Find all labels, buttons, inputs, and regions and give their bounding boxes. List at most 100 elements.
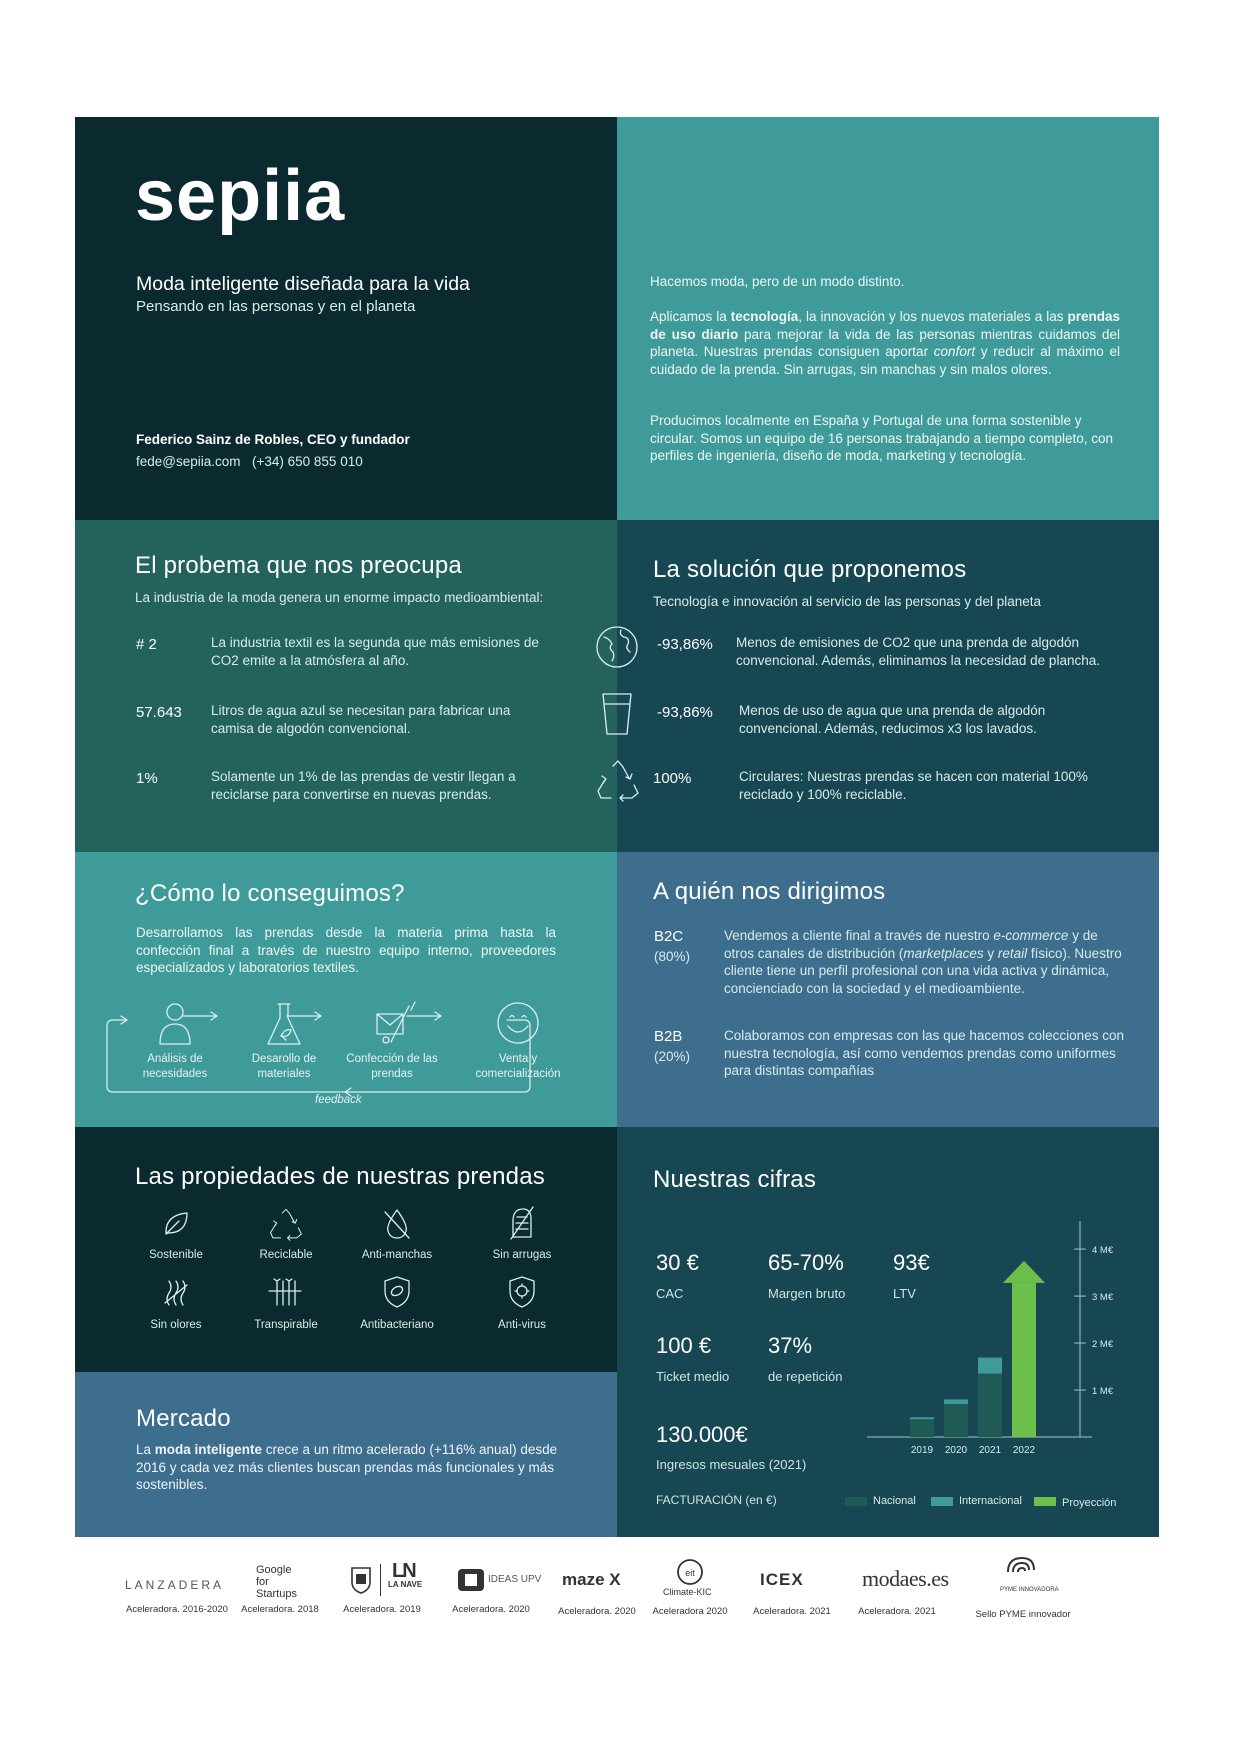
legend-label-nacional: Nacional [873,1495,916,1507]
prop-label-5: Sin olores [150,1319,202,1331]
b2c-share: (80%) [654,949,691,964]
smiley-icon [497,1002,539,1044]
legend-swatch-nacional [845,1497,867,1506]
problem-value-3: 1% [136,770,158,787]
solution-text-3: Circulares: Nuestras prendas se hacen co… [739,769,1088,802]
market-text: La moda inteligente crece a un ritmo ace… [136,1442,558,1492]
no-wrinkle-icon [510,1206,534,1240]
audience-panel: A quién nos dirigimos B2C (80%) Vendemos… [617,852,1159,1127]
chart-x-label-2022: 2022 [1013,1445,1036,1456]
ideas-upv-icon [458,1569,484,1591]
chart-y-tick-label: 2 M€ [1092,1339,1114,1350]
madrid-shield-icon [351,1567,371,1594]
metric-value-margin: 65-70% [768,1250,844,1275]
recycle-icon [270,1208,302,1241]
chart-y-tick-label: 3 M€ [1092,1292,1114,1303]
chart-bar-2019-internacional [910,1417,934,1420]
step-label-3: Confección de las prendas [346,1053,438,1080]
partner-logo-climatekic[interactable]: Climate-KIC [663,1587,712,1597]
partner-caption-ideas: Aceleradora. 2020 [452,1604,530,1615]
partner-logo-pyme[interactable]: PYME INNOVADORA [1000,1587,1059,1593]
intro-p1: Hacemos moda, pero de un modo distinto. [650,274,905,289]
partner-logo-ideas[interactable]: IDEAS UPV [488,1574,542,1585]
partner-caption-icex: Aceleradora. 2021 [753,1606,831,1617]
solution-value-2: -93,86% [657,704,713,721]
metric-label-cac: CAC [656,1286,684,1301]
partner-caption-pyme: Sello PYME innovador [975,1609,1071,1620]
how-panel: ¿Cómo lo conseguimos? Desarrollamos las … [75,852,617,1127]
metric-value-ticket: 100 € [656,1333,712,1358]
b2b-code: B2B [654,1028,683,1045]
chart-x-label-2021: 2021 [979,1445,1002,1456]
flask-icon [267,1003,301,1045]
problem-value-1: # 2 [136,636,157,653]
sewing-icon [376,1001,416,1044]
process-flow [106,1011,531,1097]
antibacterial-shield-icon [384,1276,410,1308]
metric-value-ltv: 93€ [893,1250,930,1275]
chart-y-tick-label: 1 M€ [1092,1386,1114,1397]
intro-panel: Hacemos moda, pero de un modo distinto. … [617,117,1159,520]
problem-subtitle: La industria de la moda genera un enorme… [135,590,544,605]
partner-logo-modaes[interactable]: modaes.es [862,1566,949,1591]
step-label-2: Desarollo de materiales [251,1053,317,1080]
contact-phone[interactable]: (+34) 650 855 010 [252,454,363,469]
chart-bar-2021-internacional [978,1357,1002,1374]
prop-label-2: Reciclable [259,1249,313,1261]
legend-label-proyeccion: Proyección [1062,1497,1117,1509]
legend-swatch-internacional [931,1497,953,1506]
antivirus-shield-icon [509,1276,535,1308]
metric-label-repeat: de repetición [768,1369,843,1384]
partner-logo-maze[interactable]: maze X [562,1570,621,1589]
problem-panel: El probema que nos preocupa La industria… [75,520,617,852]
breathable-icon [268,1278,302,1306]
contact-email[interactable]: fede@sepiia.com [136,454,241,469]
b2b-text: Colaboramos con empresas con las que hac… [724,1028,1124,1078]
partner-logo-icex[interactable]: ICEX [760,1570,804,1589]
chart-y-tick-label: 4 M€ [1092,1245,1114,1256]
solution-panel: La solución que proponemos Tecnología e … [617,520,1159,852]
partner-caption-lanave: Aceleradora. 2019 [343,1604,421,1615]
problem-text-1: La industria textil es la segunda que má… [211,635,539,668]
prop-label-3: Anti-manchas [361,1249,433,1261]
prop-label-6: Transpirable [254,1319,318,1331]
properties-title: Las propiedades de nuestras prendas [135,1163,545,1190]
partner-logo-lanzadera[interactable]: LANZADERA [125,1578,225,1592]
prop-label-1: Sostenible [149,1249,203,1261]
chart-x-label-2019: 2019 [911,1445,934,1456]
partner-logo-lanave[interactable]: LA NAVE [388,1580,423,1589]
problem-title: El probema que nos preocupa [135,552,462,579]
revenue-chart-label: FACTURACIÓN (en €) [656,1493,777,1507]
chart-bar-2020-nacional [944,1404,968,1437]
partner-caption-modaes: Aceleradora. 2021 [858,1606,936,1617]
solution-subtitle: Tecnología e innovación al servicio de l… [653,594,1041,609]
b2c-text: Vendemos a cliente final a través de nue… [724,928,1122,996]
chart-bar-2019-nacional [910,1419,934,1437]
how-title: ¿Cómo lo conseguimos? [135,880,405,907]
revenue-chart: 1 M€ 2 M€ 3 M€ 4 M€ 2019 2020 2021 2022 [867,1221,1114,1456]
metric-value-repeat: 37% [768,1333,813,1358]
intro-p2: Aplicamos la tecnología, la innovación y… [650,309,1120,377]
step-label-4: Venta y comercialización [475,1053,561,1080]
metric-label-margin: Margen bruto [768,1286,846,1301]
solution-title: La solución que proponemos [653,556,967,583]
problem-value-2: 57.643 [136,704,182,721]
chart-arrow-head-2022 [1003,1260,1045,1283]
market-panel: Mercado La moda inteligente crece a un r… [75,1372,617,1537]
problem-text-3: Solamente un 1% de las prendas de vestir… [211,769,516,802]
svg-text:eit: eit [685,1568,695,1578]
legend-label-internacional: Internacional [959,1495,1022,1507]
partner-caption-maze: Aceleradora. 2020 [558,1606,636,1617]
person-icon [159,1003,191,1045]
partner-logo-google[interactable]: Google for Startups [256,1564,297,1600]
step-label-1: Análisis de necesidades [142,1053,208,1080]
metric-label-revenue: Ingresos mesuales (2021) [656,1457,807,1472]
how-text: Desarrollamos las prendas desde la mater… [136,925,556,975]
no-odor-icon [164,1280,188,1306]
partner-caption-lanzadera: Aceleradora. 2016-2020 [126,1604,228,1615]
metric-label-ltv: LTV [893,1286,916,1301]
prop-label-7: Antibacteriano [360,1319,434,1331]
solution-value-3: 100% [653,770,692,787]
prop-label-4: Sin arrugas [492,1249,552,1261]
eit-logo-icon: eit [677,1559,703,1585]
